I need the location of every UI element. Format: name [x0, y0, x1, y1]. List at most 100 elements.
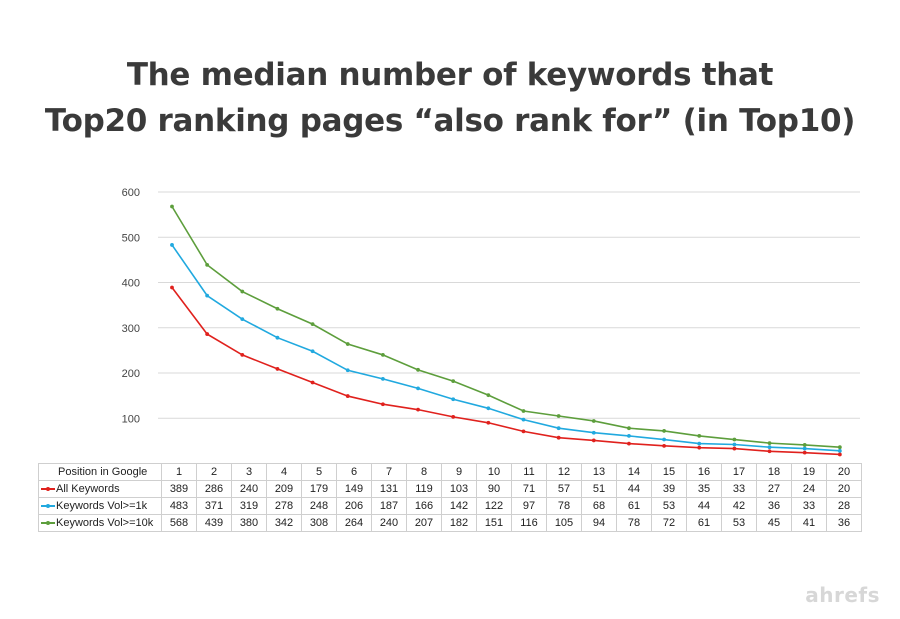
data-point	[451, 397, 456, 402]
data-label: 44	[616, 480, 652, 498]
data-point	[837, 445, 842, 450]
data-point	[556, 435, 561, 440]
data-label: 286	[196, 480, 232, 498]
data-label: 97	[511, 497, 547, 515]
data-label: 41	[791, 514, 827, 532]
data-label: 42	[721, 497, 757, 515]
x-tick-label: 16	[686, 463, 722, 481]
data-point	[732, 437, 737, 442]
data-label: 142	[441, 497, 477, 515]
chart-title-line-1: The median number of keywords that	[126, 57, 774, 93]
x-tick-label: 14	[616, 463, 652, 481]
data-point	[381, 402, 385, 407]
data-label: 71	[511, 480, 547, 498]
legend-swatch	[41, 485, 55, 493]
x-tick-label: 13	[581, 463, 617, 481]
chart-title: The median number of keywords that Top20…	[0, 52, 900, 144]
data-point	[767, 449, 772, 454]
data-label: 116	[511, 514, 547, 532]
x-tick-label: 19	[791, 463, 827, 481]
y-tick-label: 500	[122, 232, 140, 244]
table-row: Keywords Vol>=1k 483 371 319 278 248 206 187 166…	[38, 497, 862, 515]
data-point	[240, 317, 245, 322]
data-point	[767, 445, 772, 450]
y-axis-ticks: 100 200 300 400 500 600	[122, 187, 140, 425]
x-axis-label: Position in Google	[38, 463, 162, 481]
data-point	[345, 394, 350, 398]
data-label: 35	[686, 480, 722, 498]
data-label: 389	[161, 480, 197, 498]
data-label: 206	[336, 497, 372, 515]
data-point	[627, 441, 631, 446]
series-group	[170, 204, 842, 450]
data-label: 483	[161, 497, 197, 515]
data-point	[240, 353, 245, 357]
data-label: 166	[406, 497, 442, 515]
legend-swatch	[41, 519, 55, 527]
data-point	[486, 420, 491, 425]
data-point	[205, 262, 210, 267]
x-tick-label: 1	[161, 463, 197, 481]
series-name: All Keywords	[56, 483, 120, 495]
data-label: 24	[791, 480, 827, 498]
legend-entry: All Keywords	[38, 480, 162, 498]
data-point	[416, 367, 420, 372]
data-table: Position in Google 1 2 3 4 5 6 7 8 9 10 11 12 13 14 15 1…	[38, 463, 862, 532]
data-label: 45	[756, 514, 792, 532]
x-tick-label: 2	[196, 463, 232, 481]
data-point	[591, 419, 596, 423]
x-tick-label: 12	[546, 463, 582, 481]
grid-lines	[158, 191, 860, 419]
data-label: 278	[266, 497, 302, 515]
data-point	[521, 417, 526, 422]
x-tick-label: 18	[756, 463, 792, 481]
data-point	[697, 441, 702, 446]
data-point	[802, 450, 807, 455]
data-label: 57	[546, 480, 582, 498]
data-label: 61	[686, 514, 722, 532]
x-tick-label: 20	[826, 463, 862, 481]
data-label: 439	[196, 514, 232, 532]
series-name: Keywords Vol>=1k	[56, 500, 148, 512]
data-point	[662, 429, 666, 433]
table-header-row: Position in Google 1 2 3 4 5 6 7 8 9 10 11 12 13 14 15 1…	[38, 463, 862, 481]
data-point	[381, 376, 385, 381]
series-lines	[170, 204, 842, 457]
y-tick-label: 100	[122, 413, 140, 425]
data-point	[310, 380, 315, 385]
data-point	[205, 332, 210, 336]
data-point	[591, 438, 596, 443]
data-label: 78	[616, 514, 652, 532]
data-point	[310, 349, 315, 354]
chart-title-line-2: Top20 ranking pages “also rank for” (in …	[44, 103, 856, 139]
table-row: All Keywords 389 286 240 209 179 149 131 119 103 9…	[38, 480, 862, 498]
data-label: 179	[301, 480, 337, 498]
brand-logo: ahrefs	[805, 583, 880, 607]
data-label: 264	[336, 514, 372, 532]
y-tick-label: 300	[122, 323, 140, 335]
data-label: 151	[476, 514, 512, 532]
data-label: 33	[721, 480, 757, 498]
data-label: 53	[721, 514, 757, 532]
data-point	[767, 441, 772, 446]
table-row: Keywords Vol>=10k 568 439 380 342 308 264 240 20…	[38, 514, 862, 532]
data-label: 27	[756, 480, 792, 498]
x-tick-label: 11	[511, 463, 547, 481]
data-label: 36	[756, 497, 792, 515]
data-point	[451, 414, 456, 419]
data-point	[275, 306, 280, 311]
data-point	[170, 285, 174, 290]
x-tick-label: 6	[336, 463, 372, 481]
data-point	[275, 367, 280, 371]
data-point	[732, 442, 737, 447]
data-point	[486, 406, 491, 411]
data-point	[837, 448, 842, 453]
data-point	[697, 433, 702, 438]
series-line	[171, 206, 840, 449]
data-point	[627, 433, 631, 438]
data-label: 20	[826, 480, 862, 498]
y-tick-label: 400	[122, 278, 140, 290]
data-label: 44	[686, 497, 722, 515]
series-group	[170, 285, 842, 457]
